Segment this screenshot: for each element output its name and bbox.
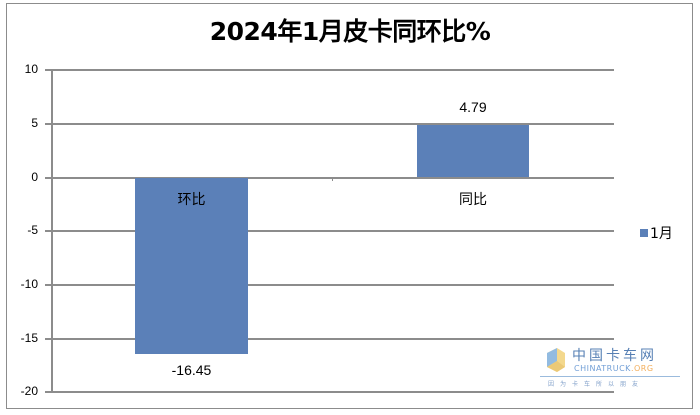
y-tick-label: -15: [20, 331, 38, 345]
category-label-huanbi: 环比: [177, 192, 206, 208]
category-tick: [332, 177, 333, 181]
gridline-minus10: [45, 284, 614, 286]
gridline-5: [45, 123, 614, 125]
chinatruck-logo-icon: [547, 348, 565, 372]
watermark-divider: [540, 376, 680, 377]
category-label-tongbi: 同比: [459, 192, 487, 208]
watermark: 中国卡车网 CHINATRUCK.ORG 因为卡车所以朋友: [540, 345, 690, 395]
gridline-minus5: [45, 230, 614, 232]
y-tick-label: -5: [27, 223, 38, 237]
y-tick-label: 0: [31, 170, 38, 184]
legend-label: 1月: [650, 226, 673, 242]
watermark-en-suffix: .ORG: [630, 364, 654, 373]
data-label-tongbi: 4.79: [459, 99, 487, 115]
watermark-slogan: 因为卡车所以朋友: [548, 381, 645, 388]
y-tick-label: 10: [24, 62, 38, 76]
watermark-en: CHINATRUCK.ORG: [574, 364, 654, 373]
bar-huanbi: [135, 178, 248, 354]
chart-title: 2024年1月皮卡同环比%: [209, 17, 491, 46]
data-label-huanbi: -16.45: [171, 362, 212, 378]
watermark-en-main: CHINATRUCK: [574, 364, 631, 373]
gridline-minus20: [45, 391, 614, 393]
y-tick-label: -10: [20, 277, 38, 291]
gridline-0: [45, 177, 614, 179]
legend: 1月: [640, 223, 673, 243]
gridline-10: [45, 69, 614, 71]
y-axis: [51, 70, 53, 393]
y-tick-label: -20: [20, 384, 38, 398]
watermark-cn: 中国卡车网: [572, 348, 657, 364]
gridline-minus15: [45, 338, 614, 340]
legend-swatch-icon: [640, 229, 648, 237]
bar-tongbi: [417, 125, 529, 177]
y-tick-label: 5: [31, 116, 38, 130]
